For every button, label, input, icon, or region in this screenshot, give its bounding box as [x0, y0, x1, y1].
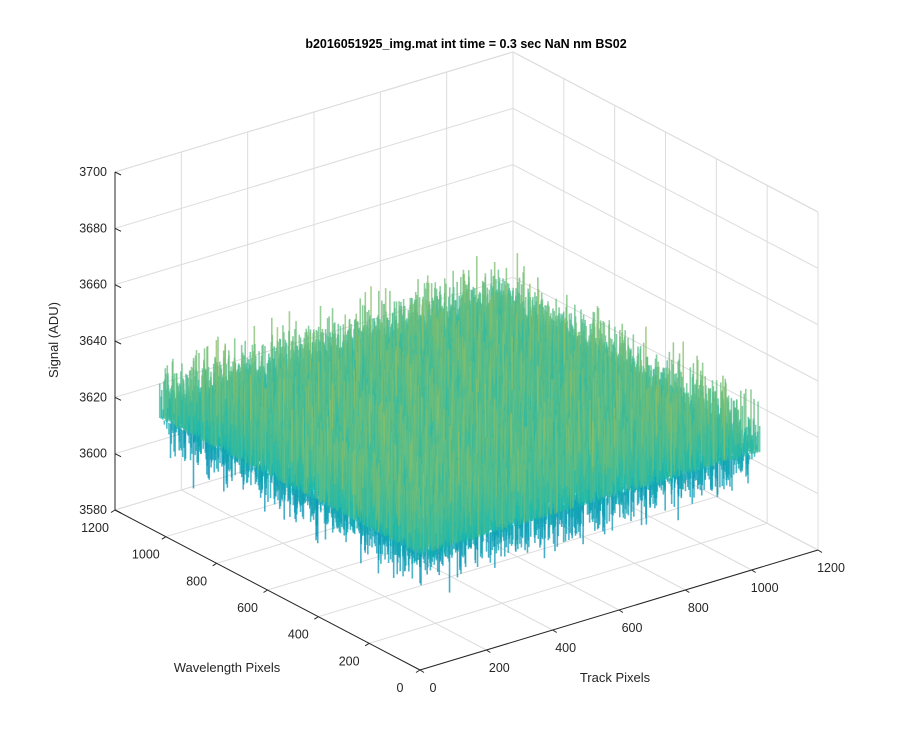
box-edge: [114, 51, 514, 173]
grid-line: [369, 522, 768, 644]
box-edge: [512, 51, 819, 213]
grid-line: [318, 496, 717, 618]
noise-surface: [158, 253, 761, 593]
chart-title: b2016051925_img.mat int time = 0.3 sec N…: [305, 37, 626, 51]
